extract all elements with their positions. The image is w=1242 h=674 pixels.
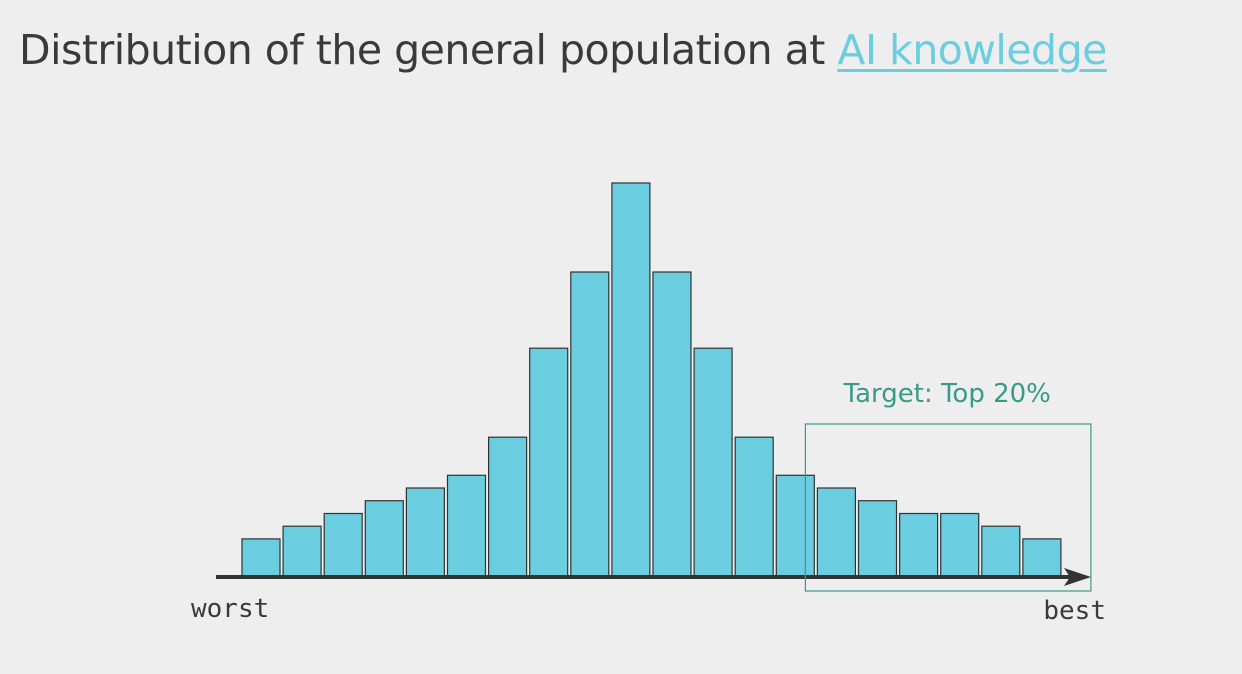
title-highlight-link[interactable]: AI knowledge [837, 26, 1107, 74]
histogram-bar [775, 474, 815, 578]
histogram-bar [446, 474, 487, 578]
histogram-bar [981, 525, 1021, 578]
histogram-bar [940, 512, 980, 578]
x-axis-arrowhead [1064, 568, 1091, 586]
histogram-bar [734, 436, 774, 578]
histogram-bar [693, 347, 733, 578]
target-annotation-label: Target: Top 20% [843, 379, 1051, 409]
histogram-bar [611, 182, 651, 578]
histogram-bar [241, 538, 281, 578]
histogram-bar [282, 525, 322, 578]
histogram-bar [857, 500, 898, 578]
page-title: Distribution of the general population a… [19, 26, 1107, 75]
title-prefix: Distribution of the general population a… [19, 26, 838, 74]
histogram-bar [323, 512, 363, 578]
histogram-bar [1022, 538, 1062, 578]
target-highlight-box [804, 423, 1092, 592]
histogram-bar [652, 271, 692, 578]
histogram-bar [898, 512, 939, 578]
axis-label-best: best [1043, 596, 1106, 626]
histogram-bar [405, 487, 445, 578]
histogram-bar [816, 487, 857, 578]
histogram-bar [529, 347, 569, 578]
axis-label-worst: worst [191, 594, 269, 624]
histogram-bar [570, 271, 610, 578]
x-axis [216, 568, 1091, 586]
histogram-bar [364, 500, 404, 578]
histogram-bar [488, 436, 528, 578]
bars-group [241, 182, 1062, 578]
